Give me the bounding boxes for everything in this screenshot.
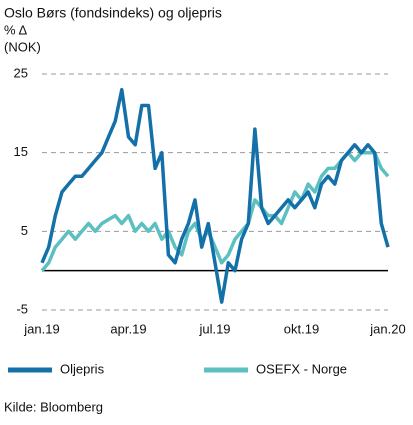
x-tick-label: jul.19	[198, 321, 230, 336]
y-tick-label: 15	[14, 144, 28, 159]
y-axis-label: (NOK)	[4, 39, 41, 54]
y-tick-label: 5	[21, 223, 28, 238]
chart-title: Oslo Børs (fondsindeks) og oljepris	[4, 5, 222, 21]
x-tick-label: okt.19	[284, 321, 319, 336]
y-tick-label: 25	[14, 65, 28, 80]
series-line	[40, 87, 390, 304]
y-tick-label: -5	[16, 301, 28, 316]
legend-label: OSEFX - Norge	[256, 361, 347, 376]
source: Kilde: Bloomberg	[4, 399, 103, 414]
x-tick-label: jan.20	[369, 321, 405, 336]
x-tick-label: apr.19	[110, 321, 146, 336]
series-line	[40, 150, 390, 272]
chart-subtitle: % Δ	[4, 22, 27, 37]
legend-label: Oljepris	[60, 361, 105, 376]
x-tick-label: jan.19	[23, 321, 59, 336]
